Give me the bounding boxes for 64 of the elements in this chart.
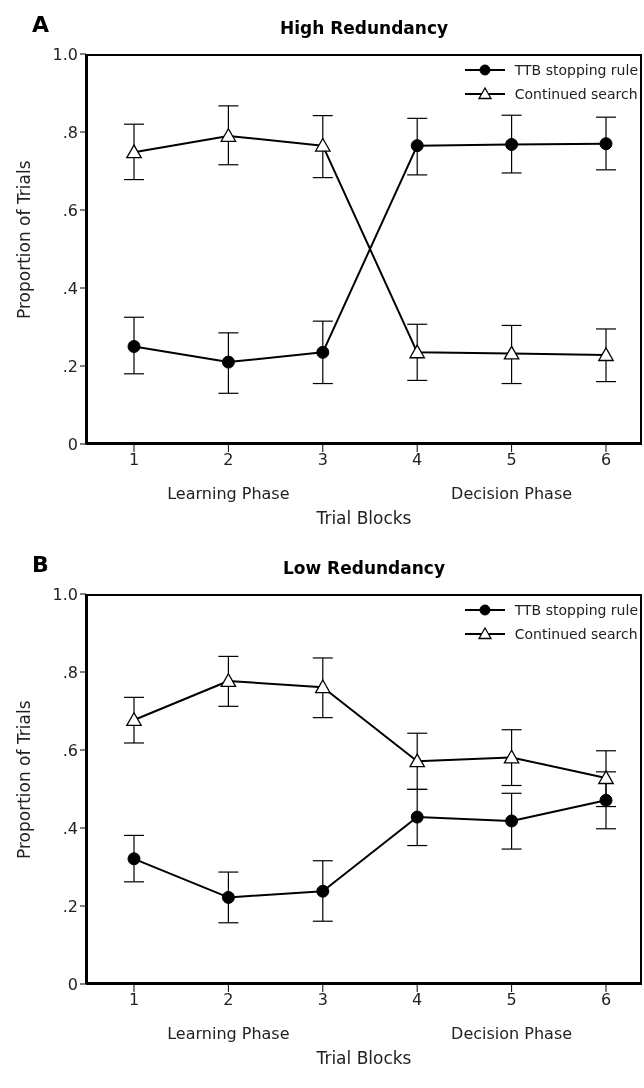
point bbox=[126, 712, 142, 727]
text: Learning Phase bbox=[166, 1024, 291, 1043]
text: Learning Phase bbox=[166, 484, 291, 503]
chart-title: Low Redundancy bbox=[282, 558, 446, 578]
y-tick-label: 1.0 bbox=[52, 584, 78, 604]
text: B bbox=[32, 552, 49, 577]
x-tick-label: 4 bbox=[412, 450, 423, 470]
point bbox=[316, 884, 330, 898]
point bbox=[410, 139, 424, 153]
text: Decision Phase bbox=[450, 1024, 574, 1043]
y-axis-title: Proportion of Trials bbox=[14, 160, 35, 319]
x-tick-label: 3 bbox=[317, 990, 328, 1010]
x-tick-label: 2 bbox=[223, 450, 234, 470]
y-tick-label: 1.0 bbox=[52, 44, 78, 64]
y-tick-label: .4 bbox=[62, 278, 78, 298]
x-tick-label: 4 bbox=[412, 990, 423, 1010]
point bbox=[220, 128, 237, 142]
y-tick-label: .8 bbox=[62, 662, 78, 682]
point bbox=[599, 137, 613, 151]
point bbox=[410, 810, 424, 824]
y-tick-label: .2 bbox=[62, 896, 78, 916]
legend-label: TTB stopping rule bbox=[514, 602, 638, 618]
chart-title: High Redundancy bbox=[278, 18, 450, 38]
point bbox=[505, 814, 519, 828]
x-axis-title: Trial Blocks bbox=[315, 508, 413, 528]
text: Decision Phase bbox=[450, 484, 574, 503]
point bbox=[314, 137, 331, 152]
y-tick-label: .4 bbox=[62, 818, 78, 838]
point bbox=[505, 137, 519, 151]
point bbox=[599, 793, 613, 807]
y-tick-label: .2 bbox=[62, 356, 78, 376]
y-tick-label: 0 bbox=[67, 434, 78, 454]
y-axis-title: Proportion of Trials bbox=[14, 700, 35, 859]
y-tick-label: .6 bbox=[62, 200, 78, 220]
x-axis-title: Trial Blocks bbox=[315, 1048, 413, 1068]
point bbox=[316, 345, 330, 359]
x-tick-label: 5 bbox=[506, 450, 517, 470]
point bbox=[220, 673, 237, 688]
legend-label: Continued search bbox=[514, 626, 638, 642]
point bbox=[126, 144, 142, 159]
point bbox=[409, 344, 426, 359]
y-tick-label: .6 bbox=[62, 740, 78, 760]
x-tick-label: 2 bbox=[223, 990, 234, 1010]
y-tick-label: .8 bbox=[62, 122, 78, 142]
point bbox=[409, 753, 426, 768]
point bbox=[127, 852, 141, 866]
legend-label: TTB stopping rule bbox=[514, 62, 638, 78]
point bbox=[221, 355, 235, 369]
point bbox=[503, 345, 520, 360]
x-tick-label: 6 bbox=[600, 990, 612, 1010]
x-tick-label: 1 bbox=[128, 450, 140, 470]
point bbox=[127, 340, 141, 353]
x-tick-label: 6 bbox=[600, 450, 612, 470]
legend-label: Continued search bbox=[514, 86, 638, 102]
text: A bbox=[32, 12, 50, 37]
y-tick-label: 0 bbox=[67, 974, 78, 994]
point bbox=[503, 749, 520, 764]
x-tick-label: 1 bbox=[128, 990, 140, 1010]
point bbox=[598, 347, 614, 362]
point bbox=[314, 679, 331, 694]
point bbox=[221, 890, 235, 904]
point bbox=[598, 770, 614, 785]
x-tick-label: 5 bbox=[506, 990, 517, 1010]
x-tick-label: 3 bbox=[317, 450, 328, 470]
